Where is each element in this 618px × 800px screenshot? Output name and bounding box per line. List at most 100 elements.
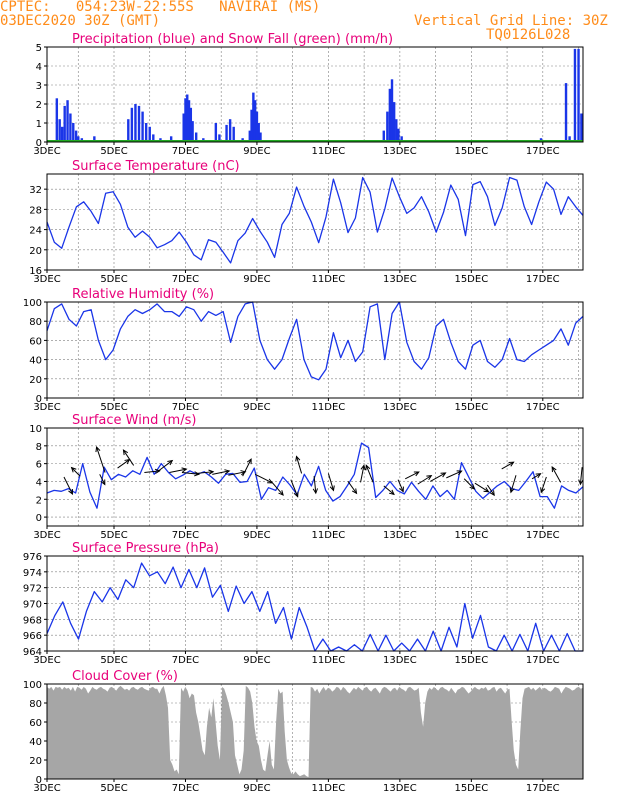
precip-xtick-label: 3DEC bbox=[33, 146, 60, 157]
precip-bar bbox=[72, 123, 75, 142]
cloud-xtick-label: 17DEC bbox=[526, 783, 560, 794]
rh-panel bbox=[44, 301, 584, 401]
rh-xtick-label: 15DEC bbox=[454, 402, 488, 413]
wind-xtick-label: 9DEC bbox=[243, 530, 270, 541]
rh-xtick-label: 3DEC bbox=[33, 402, 60, 413]
wind-arrow-head bbox=[246, 458, 252, 465]
precip-bar bbox=[55, 98, 59, 142]
pressure-xtick-label: 11DEC bbox=[312, 655, 346, 666]
precip-bar bbox=[395, 119, 398, 142]
wind-panel bbox=[44, 427, 584, 529]
wind-arrow bbox=[360, 465, 365, 483]
precip-bar bbox=[400, 136, 403, 142]
precip-bar bbox=[228, 119, 232, 142]
wind-arrow bbox=[383, 485, 395, 495]
wind-arrow bbox=[254, 473, 273, 484]
wind-ytick-label: 2 bbox=[36, 495, 42, 506]
precip-ytick-label: 3 bbox=[36, 81, 42, 92]
wind-arrow bbox=[123, 449, 135, 466]
precip-bar bbox=[232, 126, 235, 142]
cloud-area bbox=[47, 685, 583, 779]
precip-bar bbox=[218, 134, 221, 142]
rh-ytick-label: 0 bbox=[36, 394, 42, 405]
wind-arrow-head bbox=[389, 489, 395, 496]
rh-ytick-label: 80 bbox=[29, 317, 42, 328]
cloud-xtick-label: 15DEC bbox=[454, 783, 488, 794]
wind-arrow-head bbox=[469, 484, 476, 490]
precip-bar bbox=[386, 111, 389, 142]
rh-xtick-label: 11DEC bbox=[312, 402, 346, 413]
rh-xtick-label: 9DEC bbox=[243, 402, 270, 413]
wind-xtick-label: 13DEC bbox=[383, 530, 417, 541]
wind-arrow bbox=[347, 481, 357, 494]
rh-frame bbox=[46, 301, 584, 399]
wind-arrow bbox=[270, 481, 284, 496]
temp-xtick-label: 17DEC bbox=[526, 274, 560, 285]
wind-arrow bbox=[474, 482, 489, 493]
wind-arrow-head bbox=[68, 488, 73, 496]
pressure-ytick-label: 968 bbox=[23, 615, 42, 626]
wind-arrow bbox=[446, 470, 462, 479]
precip-bar bbox=[214, 123, 218, 142]
precip-ytick-label: 2 bbox=[36, 100, 42, 111]
wind-title: Surface Wind (m/s) bbox=[72, 413, 196, 428]
temp-ytick-label: 24 bbox=[29, 226, 42, 237]
precip-ytick-label: 5 bbox=[36, 43, 42, 54]
precip-xtick-label: 15DEC bbox=[454, 146, 488, 157]
cloud-ytick-label: 0 bbox=[36, 775, 42, 786]
wind-arrow-head bbox=[426, 475, 433, 481]
precip-ytick-label: 1 bbox=[36, 119, 42, 130]
wind-arrow-head bbox=[154, 468, 161, 474]
precip-bar bbox=[580, 113, 583, 142]
wind-frame bbox=[46, 427, 584, 527]
pressure-line bbox=[46, 562, 583, 652]
temp-panel bbox=[44, 173, 584, 273]
wind-arrow bbox=[212, 470, 230, 475]
pressure-ytick-label: 964 bbox=[23, 647, 42, 658]
precip-bar bbox=[134, 104, 137, 142]
wind-arrow-head bbox=[100, 479, 106, 486]
wind-arrow-head bbox=[295, 455, 301, 462]
header-grid-line: Vertical Grid Line: 30Z bbox=[414, 13, 608, 29]
precip-panel bbox=[44, 46, 584, 145]
precip-bar bbox=[253, 100, 257, 142]
precip-title: Precipitation (blue) and Snow Fall (gree… bbox=[72, 32, 393, 47]
precip-bar bbox=[388, 88, 392, 142]
precip-bar bbox=[93, 136, 96, 142]
precip-bar bbox=[182, 113, 185, 142]
precip-bar bbox=[191, 121, 194, 142]
precip-bar bbox=[397, 128, 400, 142]
temp-xtick-label: 13DEC bbox=[383, 274, 417, 285]
cloud-ytick-label: 80 bbox=[29, 699, 42, 710]
precip-bar bbox=[69, 113, 72, 142]
cloud-xtick-label: 7DEC bbox=[172, 783, 199, 794]
wind-arrow bbox=[228, 471, 246, 476]
precip-bar bbox=[60, 126, 64, 142]
precip-bar bbox=[250, 109, 253, 142]
wind-arrow-head bbox=[278, 490, 284, 496]
wind-xtick-label: 11DEC bbox=[312, 530, 346, 541]
wind-arrow bbox=[501, 461, 514, 470]
wind-arrow bbox=[242, 458, 252, 477]
wind-ytick-label: 6 bbox=[36, 460, 42, 471]
wind-arrow-head bbox=[240, 470, 247, 476]
pressure-xtick-label: 5DEC bbox=[100, 655, 127, 666]
rh-ytick-label: 100 bbox=[23, 298, 42, 309]
precip-bar bbox=[255, 111, 259, 142]
wind-arrow-head bbox=[440, 472, 447, 478]
wind-arrow-head bbox=[509, 487, 515, 494]
temp-title: Surface Temperature (nC) bbox=[72, 159, 240, 174]
wind-arrow-head bbox=[181, 467, 188, 473]
precip-bar bbox=[259, 132, 262, 142]
wind-arrow bbox=[169, 468, 187, 474]
pressure-xtick-label: 9DEC bbox=[243, 655, 270, 666]
temp-ytick-label: 32 bbox=[29, 185, 42, 196]
pressure-xtick-label: 13DEC bbox=[383, 655, 417, 666]
wind-arrow-head bbox=[351, 488, 358, 495]
cloud-ytick-label: 60 bbox=[29, 718, 42, 729]
temp-xtick-label: 9DEC bbox=[243, 274, 270, 285]
precip-bar bbox=[189, 107, 193, 142]
wind-arrow bbox=[417, 475, 432, 485]
wind-arrow bbox=[540, 476, 547, 493]
